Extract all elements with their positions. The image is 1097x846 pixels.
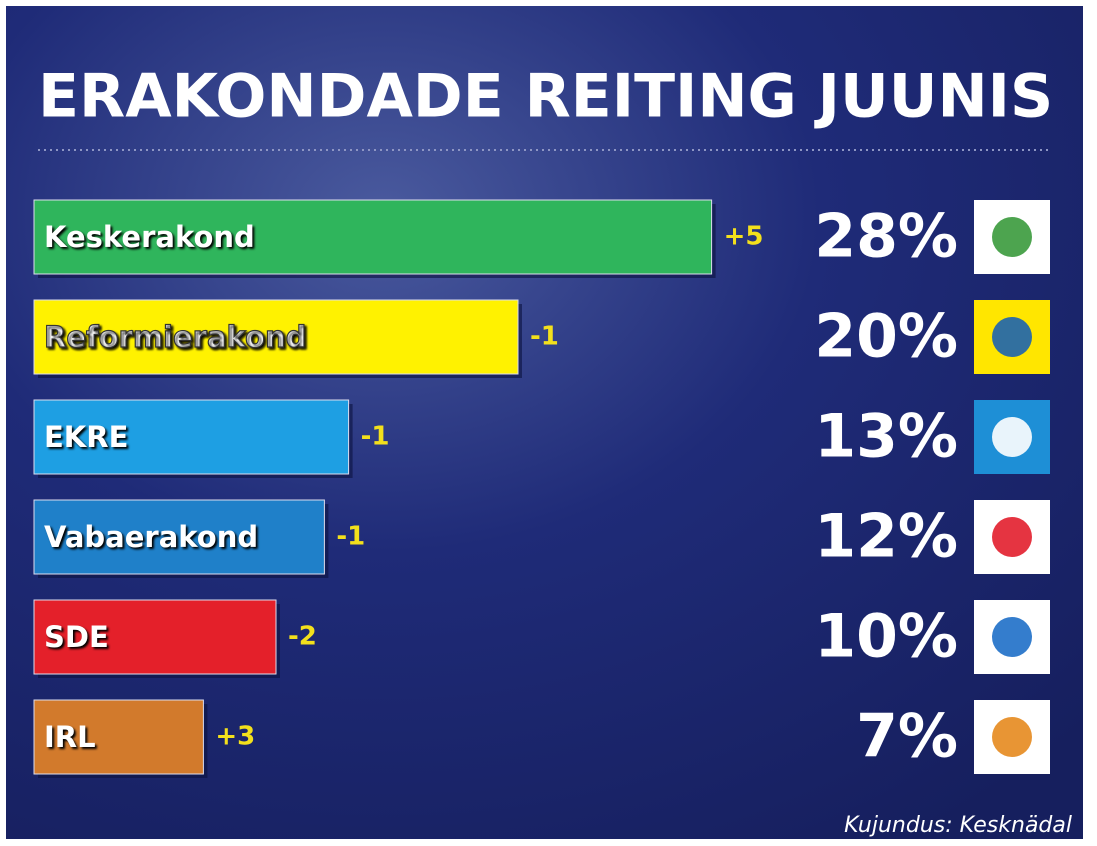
value-label: 12% — [814, 502, 958, 572]
party-logo-mark — [992, 517, 1032, 557]
value-label: 28% — [814, 202, 958, 272]
bar-label: Vabaerakond — [44, 520, 258, 554]
value-label: 20% — [814, 302, 958, 372]
party-logo-mark — [992, 317, 1032, 357]
chart-title: ERAKONDADE REITING JUUNIS — [38, 62, 1053, 132]
bar-label: Keskerakond — [44, 220, 255, 254]
change-label: +5 — [724, 222, 764, 252]
bar-label: EKRE — [44, 420, 128, 454]
change-label: -1 — [336, 522, 365, 552]
party-logo-mark — [992, 217, 1032, 257]
party-logo-mark — [992, 717, 1032, 757]
party-logo-mark — [992, 617, 1032, 657]
bar-label: Reformierakond — [44, 320, 306, 354]
bar-label: IRL — [44, 720, 96, 754]
change-label: -1 — [530, 322, 559, 352]
source: Kujundus: Kesknädal — [844, 813, 1072, 838]
page: ERAKONDADE REITING JUUNIS Kujundus: Kesk… — [0, 0, 1097, 846]
change-label: -2 — [288, 622, 317, 652]
bar-label: SDE — [44, 620, 109, 654]
value-label: 10% — [814, 602, 958, 672]
value-label: 13% — [814, 402, 958, 472]
change-label: -1 — [361, 422, 390, 452]
chart: ERAKONDADE REITING JUUNIS Kujundus: Kesk… — [0, 0, 1097, 846]
value-label: 7% — [856, 702, 958, 772]
change-label: +3 — [215, 722, 255, 752]
party-logo-mark — [992, 417, 1032, 457]
